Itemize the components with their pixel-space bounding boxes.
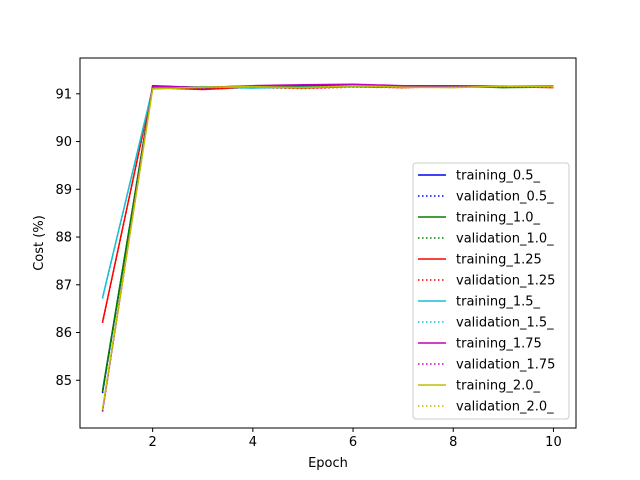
legend-label: training_0.5_ [456, 169, 541, 184]
legend-label: training_2.0_ [456, 379, 541, 394]
x-tick-label: 2 [149, 435, 157, 450]
legend-label: validation_0.5_ [456, 190, 554, 205]
y-tick-label: 89 [55, 183, 72, 198]
legend-label: validation_1.5_ [456, 316, 554, 331]
legend-label: validation_1.0_ [456, 232, 554, 247]
y-tick-label: 91 [55, 87, 72, 102]
y-tick-label: 90 [55, 135, 72, 150]
y-tick-label: 88 [55, 231, 72, 246]
x-axis-label: Epoch [308, 456, 348, 471]
legend: training_0.5_ validation_0.5_ training_1.0… [413, 163, 569, 419]
legend-label: validation_1.25 [456, 274, 555, 289]
y-tick-label: 87 [55, 278, 72, 293]
legend-label: training_1.75 [456, 337, 542, 352]
legend-label: validation_2.0_ [456, 400, 554, 415]
legend-label: training_1.25 [456, 253, 542, 268]
x-tick-label: 10 [545, 435, 562, 450]
y-axis-label: Cost (%) [32, 215, 47, 271]
x-tick-label: 6 [349, 435, 357, 450]
x-tick-label: 4 [249, 435, 257, 450]
legend-label: training_1.5_ [456, 295, 541, 310]
x-tick-label: 8 [449, 435, 457, 450]
y-tick-label: 86 [55, 326, 72, 341]
y-tick-label: 85 [55, 374, 72, 389]
legend-label: validation_1.75 [456, 358, 555, 373]
legend-label: training_1.0_ [456, 211, 541, 226]
